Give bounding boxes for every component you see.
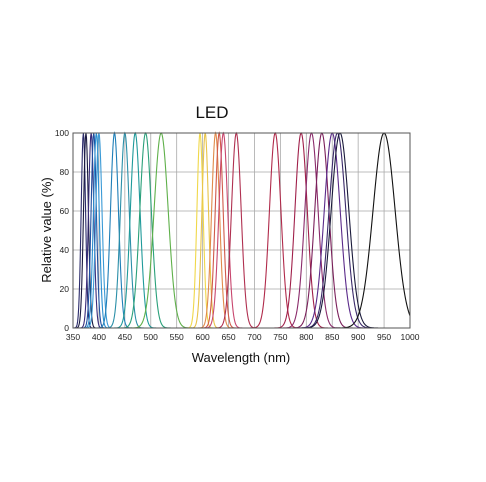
x-tick-label: 550 [170, 332, 184, 342]
y-tick-label: 20 [60, 284, 70, 294]
x-tick-label: 800 [299, 332, 313, 342]
x-tick-label: 950 [377, 332, 391, 342]
y-tick-label: 100 [55, 128, 69, 138]
x-tick-label: 450 [118, 332, 132, 342]
y-tick-label: 60 [60, 206, 70, 216]
x-tick-label: 900 [351, 332, 365, 342]
x-tick-label: 350 [66, 332, 80, 342]
y-tick-labels: 0 20 40 60 80 100 [55, 128, 69, 333]
y-axis-title: Relative value (%) [39, 177, 54, 283]
x-tick-label: 650 [221, 332, 235, 342]
x-tick-label: 750 [273, 332, 287, 342]
y-tick-label: 80 [60, 167, 70, 177]
x-tick-label: 500 [144, 332, 158, 342]
x-tick-label: 850 [325, 332, 339, 342]
x-axis-title: Wavelength (nm) [192, 350, 291, 365]
x-tick-label: 700 [247, 332, 261, 342]
spectrum-curve-665nm [73, 131, 410, 329]
y-tick-label: 0 [64, 323, 69, 333]
spectral-curves [72, 131, 411, 329]
x-tick-labels: 350 400 450 500 550 600 650 700 750 800 850 900 950 1… [66, 332, 420, 342]
x-tick-label: 600 [196, 332, 210, 342]
y-tick-label: 40 [60, 245, 70, 255]
plot-frame [72, 132, 411, 329]
x-tick-label: 1000 [401, 332, 420, 342]
x-tick-label: 400 [92, 332, 106, 342]
chart-title: LED [195, 103, 228, 122]
